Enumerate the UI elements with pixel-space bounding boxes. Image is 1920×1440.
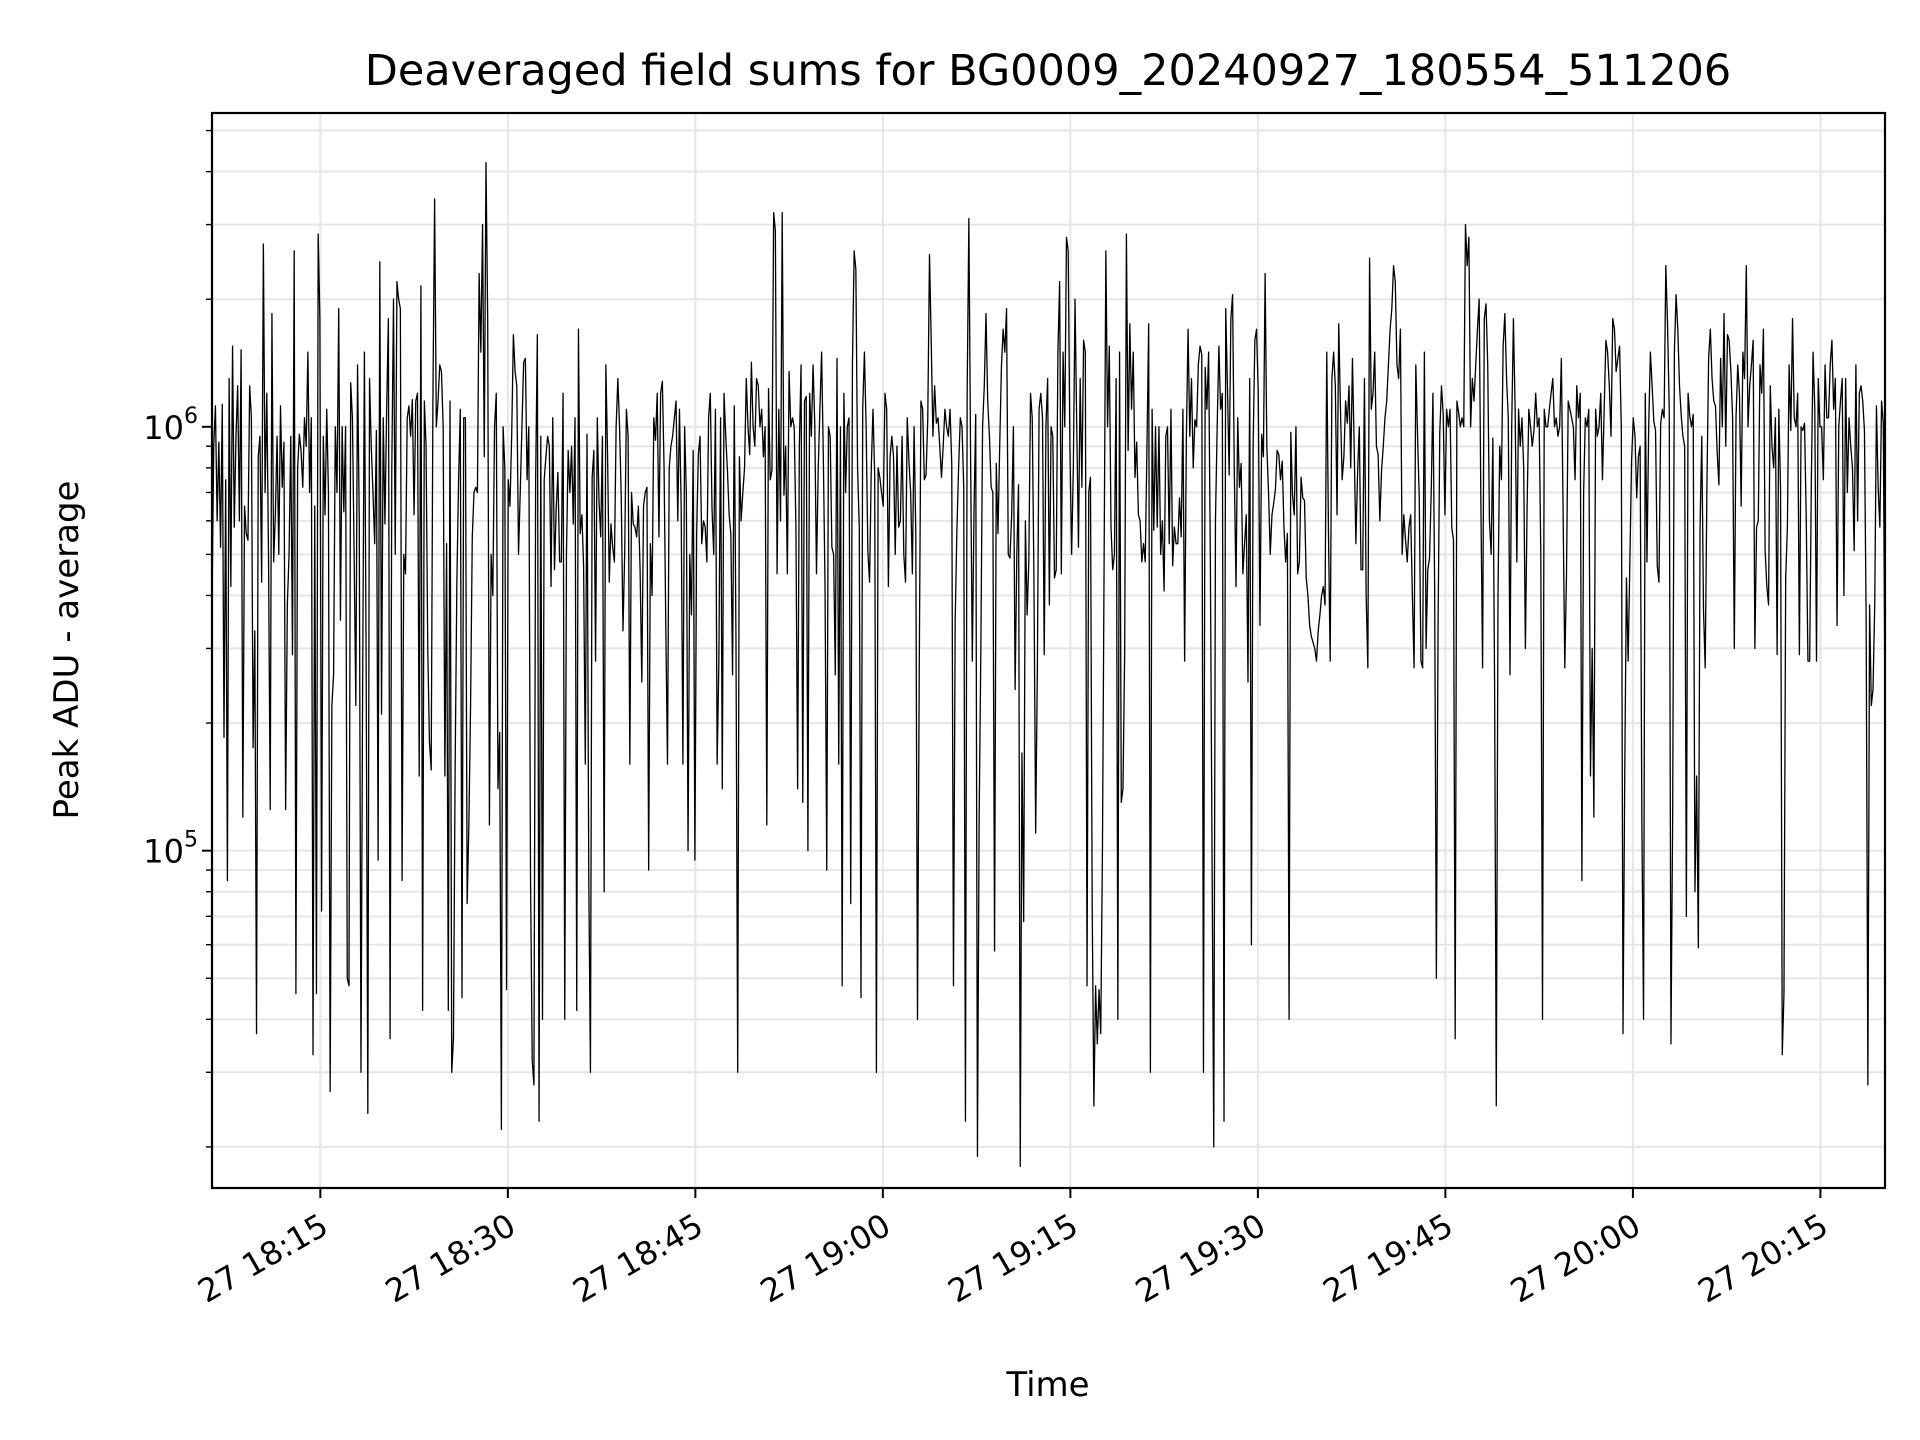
y-tick-label: 106 xyxy=(143,404,198,447)
series-line xyxy=(211,161,1886,1167)
y-axis: 105 106 xyxy=(143,129,212,1148)
x-axis-label: Time xyxy=(1005,1365,1089,1405)
y-axis-label: Peak ADU - average xyxy=(47,481,87,820)
chart-title: Deaveraged field sums for BG0009_2024092… xyxy=(365,46,1732,96)
plot-area xyxy=(211,161,1886,1167)
axes-frame xyxy=(210,111,1887,1190)
y-tick-label: 105 xyxy=(143,828,198,871)
